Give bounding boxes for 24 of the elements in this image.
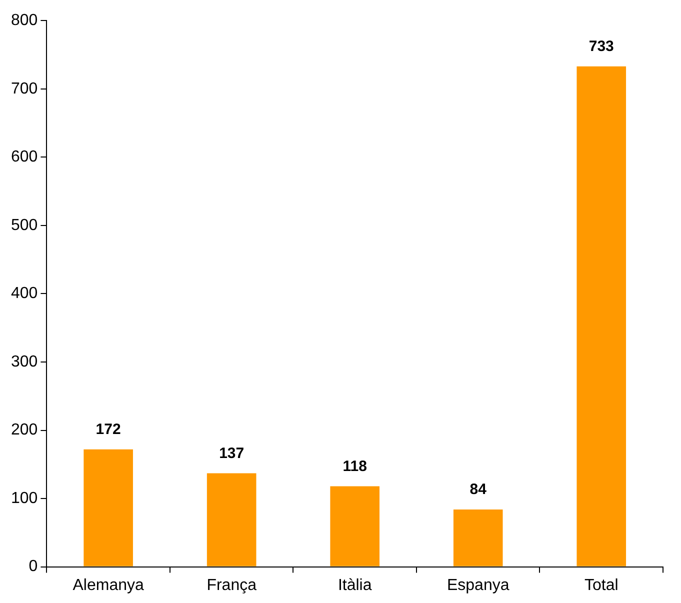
x-tick-label: Alemanya (72, 576, 144, 594)
data-label: 172 (96, 421, 121, 438)
data-label: 84 (470, 481, 488, 498)
x-tick-label: Total (584, 576, 618, 594)
bar (84, 449, 133, 566)
data-label: 137 (219, 444, 244, 462)
x-tick-label: França (206, 576, 257, 594)
x-tick-label: Espanya (446, 576, 510, 594)
y-tick-label: 200 (10, 422, 38, 439)
bar (576, 66, 626, 566)
data-label: 118 (342, 458, 367, 475)
x-tick-label: Itàlia (338, 576, 372, 594)
y-tick-label: 800 (10, 12, 38, 30)
bar (206, 473, 256, 566)
bar (330, 486, 380, 566)
y-tick-label: 600 (10, 148, 38, 166)
y-tick-label: 300 (10, 353, 38, 370)
y-tick-label: 100 (10, 490, 38, 507)
bar (453, 509, 503, 566)
y-tick-label: 700 (10, 80, 38, 98)
y-tick-label: 0 (28, 558, 38, 576)
data-label: 733 (588, 38, 614, 55)
y-tick-label: 400 (10, 285, 38, 302)
y-tick-label: 500 (10, 216, 38, 234)
